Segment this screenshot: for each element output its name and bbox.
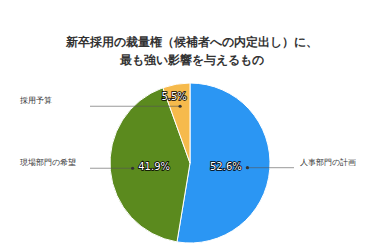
leader-dot xyxy=(178,105,181,108)
leader-line xyxy=(90,168,133,169)
leader-dot xyxy=(131,167,134,170)
title-line: 最も強い影響を与えるもの xyxy=(119,53,264,67)
chart-container: 新卒採用の裁量権（候補者への内定出し）に、最も強い影響を与えるもの人事部門の計画… xyxy=(0,0,384,249)
labels: 人事部門の計画 52.6% 現場部門の希望 41.9% 採用予算 5.5% xyxy=(20,91,356,172)
pie-chart: 新卒採用の裁量権（候補者への内定出し）に、最も強い影響を与えるもの人事部門の計画… xyxy=(0,0,384,249)
data-label: 41.9% xyxy=(138,161,170,172)
chart-title: 新卒採用の裁量権（候補者への内定出し）に、最も強い影響を与えるもの xyxy=(65,35,318,67)
slices xyxy=(110,83,270,243)
pie-slice xyxy=(177,83,270,243)
title-line: 新卒採用の裁量権（候補者への内定出し）に、 xyxy=(65,35,318,49)
leader-line xyxy=(90,106,180,107)
leader-dot xyxy=(246,166,249,169)
leader-line xyxy=(247,167,294,168)
category-label: 現場部門の希望 xyxy=(20,158,76,167)
category-label: 採用予算 xyxy=(20,96,52,105)
category-label: 人事部門の計画 xyxy=(300,158,356,167)
data-label: 52.6% xyxy=(210,161,242,172)
data-label: 5.5% xyxy=(161,91,186,102)
